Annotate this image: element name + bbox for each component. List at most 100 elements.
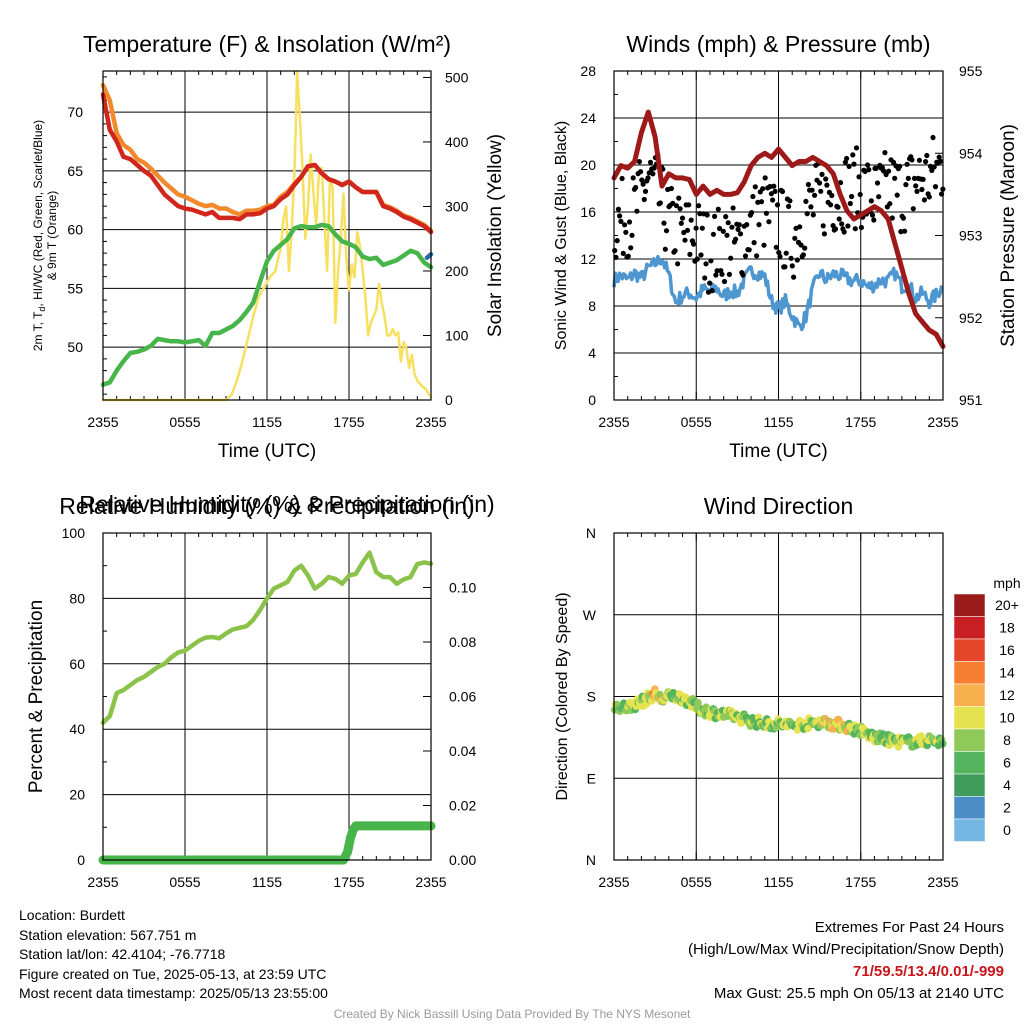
gust-point (787, 198, 793, 204)
series-line-station-pressure (611, 109, 946, 349)
gust-point (850, 152, 856, 158)
x-tick-label: 1755 (333, 414, 364, 430)
gust-point (736, 222, 742, 228)
plot-frame (613, 532, 944, 861)
gust-point (638, 169, 644, 175)
gust-point (737, 231, 744, 237)
gust-point (920, 176, 926, 182)
credit-line: Created By Nick Bassill Using Data Provi… (333, 1007, 691, 1021)
y-tick-label: 8 (588, 298, 596, 314)
gust-point (802, 245, 808, 251)
gust-point (617, 213, 623, 219)
gust-point (622, 222, 628, 228)
gust-point (923, 159, 929, 165)
gust-point (777, 253, 783, 260)
gust-point (871, 217, 877, 223)
gust-point (691, 241, 697, 247)
gust-point (698, 252, 704, 258)
humidity-precipitation-panel: 2355 0555 1155 1755 2355 Relative Humidity (%… (26, 491, 495, 890)
y2-tick-label: 951 (959, 392, 983, 408)
gust-point (684, 227, 691, 233)
gust-point (797, 224, 803, 230)
legend-swatch (953, 773, 986, 797)
gust-point (672, 248, 678, 254)
gust-point (789, 263, 795, 269)
gust-point (816, 180, 823, 186)
legend-label: 2 (1003, 800, 1011, 816)
gust-point (835, 204, 841, 210)
gust-point (866, 167, 872, 173)
gust-point (773, 244, 779, 250)
legend-swatch (953, 661, 986, 685)
x-axis-label: Time (UTC) (218, 441, 317, 462)
gust-point (937, 158, 944, 164)
gust-point (900, 215, 907, 221)
gust-point (772, 188, 778, 194)
gust-point (774, 202, 781, 208)
x-tick-label: 1755 (333, 874, 364, 890)
gust-point (628, 245, 634, 251)
gust-point (805, 181, 812, 188)
x-tick-label: 2355 (415, 414, 446, 430)
gust-point (836, 216, 842, 222)
gust-point (668, 185, 675, 192)
y-tick-label: 70 (67, 104, 83, 120)
gust-point (847, 200, 853, 207)
gust-point (887, 201, 893, 207)
most-recent-timestamp: Most recent data timestamp: 2025/05/13 2… (19, 985, 328, 1001)
gust-point (856, 174, 862, 180)
gust-point (740, 272, 746, 278)
gust-point (779, 188, 786, 195)
gust-point (828, 202, 834, 208)
y-tick-label: 16 (580, 204, 596, 220)
gust-point (766, 219, 772, 225)
gust-point (676, 195, 682, 201)
y-tick-label: 20 (580, 157, 596, 173)
y-tick-label: 0 (77, 852, 85, 868)
gust-point (679, 215, 686, 221)
gust-point (714, 268, 720, 274)
y-tick-label: 0 (588, 392, 596, 408)
gust-point (829, 192, 835, 199)
gust-point (931, 164, 937, 170)
gust-point (846, 163, 852, 169)
y2-tick-label: 500 (445, 69, 469, 85)
gust-point (930, 134, 936, 141)
y-axis-label: Sonic Wind & Gust (Blue, Black) (553, 121, 570, 350)
y-tick-label: 55 (67, 280, 83, 296)
gust-point (804, 211, 810, 217)
gust-point (721, 278, 728, 285)
gust-point (662, 246, 668, 252)
extremes-legend: (High/Low/Max Wind/Precipitation/Snow De… (688, 941, 1004, 958)
gust-point (798, 242, 804, 248)
y-tick-label: W (583, 607, 597, 623)
legend-label: 6 (1003, 755, 1011, 771)
extremes-values: 71/59.5/13.4/0.01/-999 (853, 963, 1004, 980)
y2-tick-label: 300 (445, 198, 469, 214)
gust-point (812, 192, 818, 198)
gust-point (694, 256, 700, 262)
y-tick-label: 65 (67, 163, 83, 179)
gust-point (686, 202, 692, 208)
y2-tick-label: 0.02 (449, 798, 476, 814)
gust-point (909, 157, 915, 163)
gust-point (626, 219, 633, 225)
y-tick-label: 50 (67, 339, 83, 355)
gust-point (783, 250, 789, 256)
y-axis-label-line2: & 9m T (Orange) (45, 191, 59, 281)
gust-point (730, 205, 736, 211)
gust-point (642, 188, 649, 194)
wind-direction-panel: 2355 0555 1155 1755 2355 Wind Direction N E S W N D… (554, 493, 1021, 890)
gust-point (699, 225, 705, 231)
gust-point (874, 180, 881, 186)
gust-point (651, 165, 657, 171)
legend-label: 14 (999, 665, 1015, 681)
x-tick-label: 2355 (598, 874, 629, 890)
x-tick-label: 0555 (681, 874, 712, 890)
legend-swatch (953, 818, 986, 842)
y2-tick-label: 955 (959, 63, 983, 79)
x-tick-label: 2355 (598, 414, 629, 430)
legend-label: 10 (999, 710, 1015, 726)
plot-frame (102, 532, 432, 861)
